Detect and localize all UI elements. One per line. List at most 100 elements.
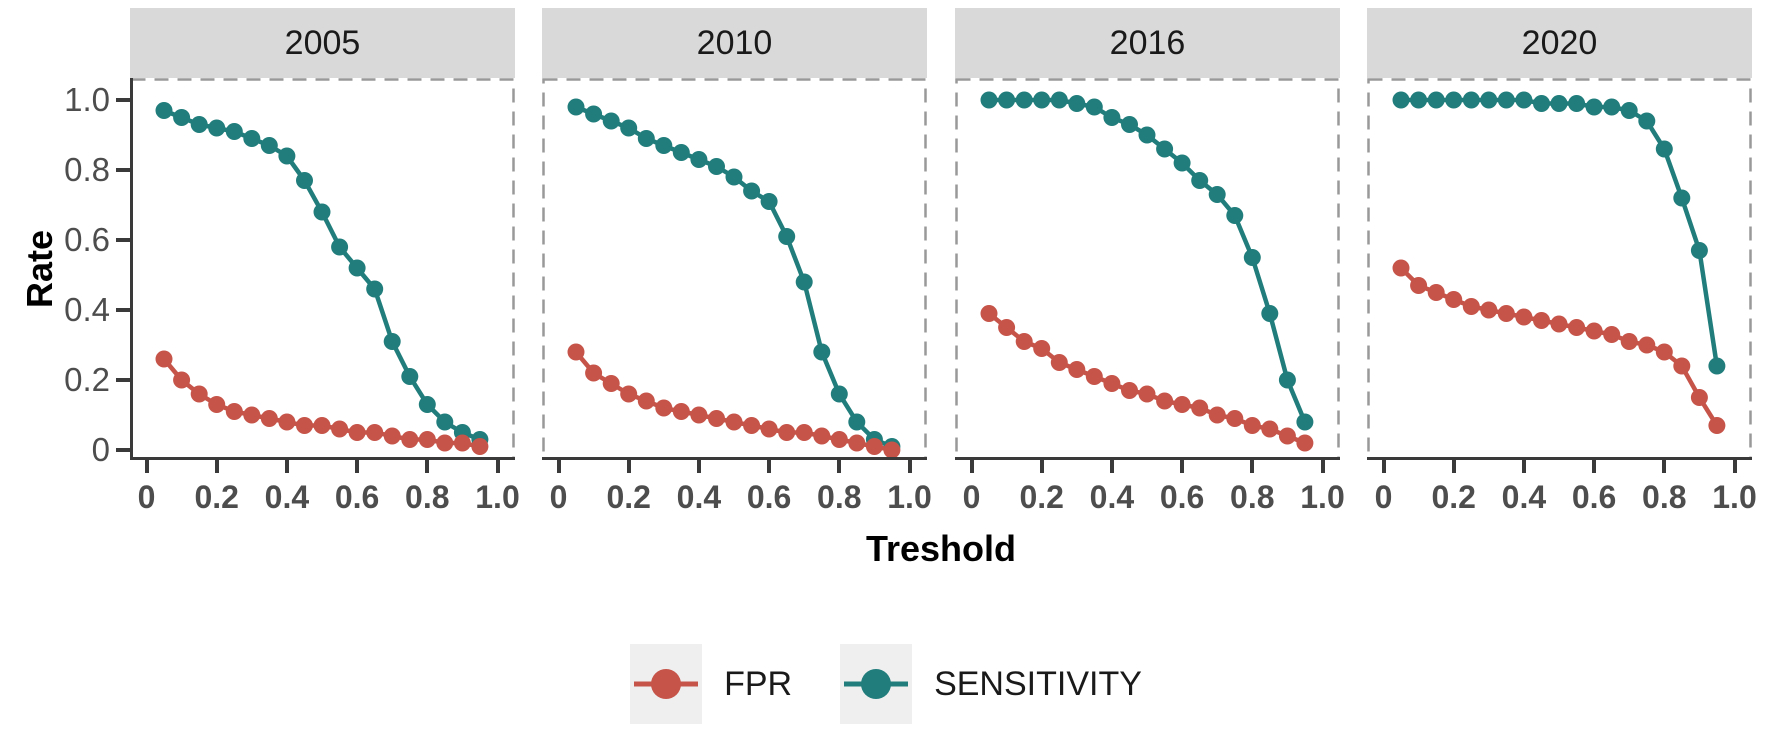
data-point-sensitivity [383, 333, 401, 350]
x-tick [144, 460, 149, 473]
facet-strip-label: 2016 [1109, 23, 1186, 62]
data-point-fpr [401, 431, 419, 448]
data-point-sensitivity [1208, 186, 1226, 203]
data-point-sensitivity [1638, 112, 1656, 130]
data-point-sensitivity [1655, 140, 1673, 158]
data-point-sensitivity [208, 119, 226, 137]
data-point-sensitivity [1550, 95, 1568, 112]
data-point-sensitivity [795, 273, 813, 291]
y-tick-label: 0.6 [64, 221, 110, 258]
data-point-sensitivity [1296, 413, 1314, 431]
legend-key [840, 644, 913, 724]
data-point-fpr [1156, 392, 1174, 410]
legend-item-fpr: FPR [630, 644, 792, 724]
x-tick-label: 0.8 [817, 479, 862, 515]
series-line-sensitivity [163, 108, 481, 442]
panel-border [130, 78, 515, 460]
data-point-fpr [471, 438, 489, 455]
data-point-sensitivity [567, 98, 585, 116]
data-point-fpr [1638, 336, 1656, 354]
x-tick-label: 0.4 [264, 479, 310, 515]
data-point-sensitivity [173, 109, 191, 126]
panel-plotbox [130, 78, 515, 460]
x-tick [425, 460, 430, 473]
data-point-fpr [1015, 333, 1033, 350]
data-point-fpr [348, 424, 366, 441]
data-point-sensitivity [1603, 98, 1621, 116]
data-point-fpr [690, 406, 708, 424]
facet-panel-2005: 2005 0 0.2 0.4 0.6 0.8 1.0 [130, 0, 520, 560]
data-point-fpr [655, 399, 673, 417]
data-point-fpr [1427, 284, 1445, 301]
data-point-sensitivity [1462, 91, 1480, 109]
x-tick [556, 460, 561, 473]
data-point-fpr [778, 424, 796, 441]
data-point-fpr [1121, 382, 1138, 399]
data-point-sensitivity [418, 396, 436, 413]
data-point-sensitivity [637, 130, 655, 147]
data-point-fpr [1533, 312, 1550, 329]
data-point-fpr [1226, 410, 1244, 427]
y-tick-label: 0.8 [64, 151, 110, 188]
data-point-fpr [155, 350, 173, 368]
data-point-fpr [278, 413, 296, 431]
x-tick-label: 1.0 [887, 479, 932, 515]
data-point-fpr [1278, 427, 1296, 445]
data-point-fpr [725, 413, 743, 431]
data-point-fpr [637, 392, 655, 410]
data-point-sensitivity [585, 105, 603, 123]
facet-strip-label: 2010 [696, 23, 773, 62]
facet-strip-label: 2005 [284, 23, 361, 62]
x-tick [1732, 460, 1737, 473]
data-point-fpr [1462, 298, 1480, 315]
data-point-sensitivity [1690, 242, 1708, 259]
data-point-fpr [243, 406, 261, 424]
x-tick-label: 0.8 [1642, 479, 1687, 515]
data-point-sensitivity [155, 102, 173, 119]
data-point-fpr [1550, 315, 1568, 333]
data-point-fpr [602, 375, 620, 392]
data-point-sensitivity [1103, 109, 1121, 126]
x-tick [969, 460, 974, 473]
data-point-sensitivity [1191, 172, 1209, 189]
data-point-sensitivity [1585, 98, 1603, 116]
y-tick-label: 1.0 [64, 81, 110, 118]
x-tick-label: 0.2 [1019, 479, 1064, 515]
data-point-sensitivity [260, 137, 278, 154]
data-point-fpr [1708, 417, 1726, 434]
y-tick-label: 0 [91, 431, 110, 468]
data-point-sensitivity [313, 203, 331, 221]
x-tick [1109, 460, 1114, 473]
plot-area [955, 78, 1340, 460]
y-tick-label: 0.2 [64, 361, 110, 398]
panel-plotbox [542, 78, 927, 460]
x-tick-label: 0.6 [1159, 479, 1205, 515]
plot-area [130, 78, 515, 460]
x-tick [907, 460, 912, 473]
x-tick [696, 460, 701, 473]
x-tick-label: 0 [549, 479, 568, 515]
x-tick-label: 1.0 [475, 479, 520, 515]
data-point-fpr [1445, 291, 1463, 308]
data-point-sensitivity [1226, 207, 1244, 224]
x-tick [1180, 460, 1185, 473]
x-axis-title: Treshold [865, 528, 1017, 569]
data-point-fpr [453, 434, 471, 452]
data-point-sensitivity [1033, 91, 1051, 109]
data-point-fpr [1296, 434, 1314, 452]
data-point-sensitivity [1173, 154, 1191, 172]
data-point-sensitivity [278, 147, 296, 165]
y-tick [116, 448, 130, 452]
facet-strip: 2020 [1367, 8, 1752, 78]
data-point-fpr [313, 417, 331, 434]
x-tick [355, 460, 360, 473]
x-tick [1592, 460, 1597, 473]
legend-key-glyph [634, 669, 699, 699]
facet-strip: 2016 [955, 8, 1340, 78]
facet-panel-2020: 2020 0 0.2 0.4 0.6 0.8 1.0 [1367, 0, 1757, 560]
x-tick [1250, 460, 1255, 473]
data-point-sensitivity [725, 168, 743, 186]
data-point-fpr [366, 424, 384, 441]
data-point-sensitivity [366, 280, 384, 298]
x-tick [767, 460, 772, 473]
